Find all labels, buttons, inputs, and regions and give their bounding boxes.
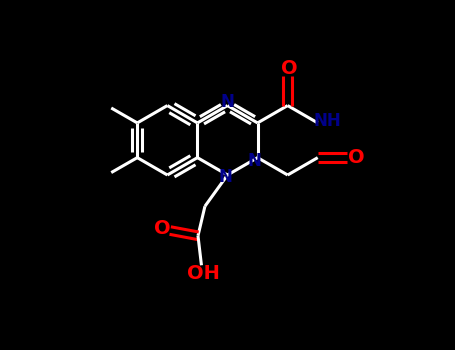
Text: OH: OH — [187, 265, 220, 284]
Text: O: O — [281, 59, 298, 78]
Text: N: N — [221, 93, 234, 111]
Text: O: O — [154, 219, 171, 238]
Text: N: N — [247, 152, 261, 170]
Text: O: O — [348, 148, 364, 167]
Text: NH: NH — [313, 112, 341, 130]
Text: N: N — [219, 168, 233, 186]
